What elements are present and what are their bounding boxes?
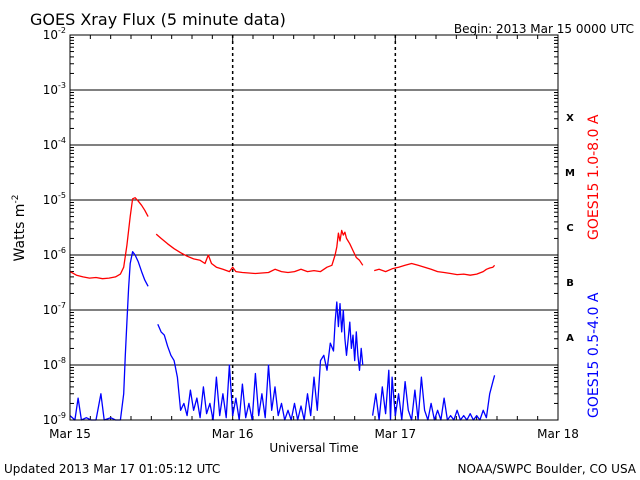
y-tick-base: 10 <box>43 413 58 427</box>
series-2-segment-3 <box>371 369 496 421</box>
x-tick-label: Mar 16 <box>212 427 254 441</box>
y-tick-label: 10-2 <box>43 26 66 42</box>
flare-class-c: C <box>566 223 573 234</box>
y-tick-exponent: -5 <box>58 191 66 200</box>
x-tick-label: Mar 15 <box>49 427 91 441</box>
chart-title: GOES Xray Flux (5 minute data) <box>30 10 286 29</box>
series-1-segment-3 <box>374 262 496 276</box>
y-axis-title-exponent: -2 <box>11 195 21 204</box>
y-tick-base: 10 <box>43 28 58 42</box>
flare-class-b: B <box>566 278 574 289</box>
x-tick-label: Mar 18 <box>537 427 579 441</box>
x-tick-labels: Mar 15 Mar 16 Mar 17 Mar 18 <box>49 427 579 441</box>
y-tick-exponent: -4 <box>58 136 66 145</box>
plot-frame <box>69 34 559 421</box>
flare-class-a: A <box>566 333 574 344</box>
y-tick-exponent: -3 <box>58 81 66 90</box>
credit-text: NOAA/SWPC Boulder, CO USA <box>458 462 637 476</box>
y-tick-label: 10-9 <box>43 411 66 427</box>
y-tick-base: 10 <box>43 303 58 317</box>
legend-series-long: GOES15 1.0-8.0 A <box>586 114 602 240</box>
series-1-segment-2 <box>155 229 364 275</box>
y-tick-label: 10-7 <box>43 301 66 317</box>
series-2-segment-2 <box>157 301 364 421</box>
y-tick-exponent: -9 <box>58 411 66 420</box>
y-axis-title-text: Watts m <box>12 204 28 262</box>
y-tick-label: 10-4 <box>43 136 66 152</box>
legend-series-short: GOES15 0.5-4.0 A <box>586 292 602 418</box>
updated-timestamp: Updated 2013 Mar 17 01:05:12 UTC <box>4 462 220 476</box>
y-tick-exponent: -6 <box>58 246 66 255</box>
y-tick-base: 10 <box>43 358 58 372</box>
flare-class-x: X <box>566 113 574 124</box>
y-axis-title: Watts m-2 <box>11 195 28 262</box>
y-tick-label: 10-5 <box>43 191 66 207</box>
y-tick-base: 10 <box>43 83 58 97</box>
flare-class-labels: A B C M X <box>565 113 575 344</box>
y-tick-exponent: -8 <box>58 356 66 365</box>
y-tick-exponent: -2 <box>58 26 66 35</box>
y-tick-base: 10 <box>43 193 58 207</box>
x-axis-title: Universal Time <box>269 441 358 455</box>
gridlines <box>70 35 558 420</box>
y-tick-base: 10 <box>43 248 58 262</box>
y-tick-label: 10-3 <box>43 81 66 97</box>
begin-label: Begin: 2013 Mar 15 0000 UTC <box>454 22 634 36</box>
flare-class-m: M <box>565 168 575 179</box>
y-tick-base: 10 <box>43 138 58 152</box>
y-tick-label: 10-6 <box>43 246 66 262</box>
x-tick-label: Mar 17 <box>374 427 416 441</box>
y-tick-label: 10-8 <box>43 356 66 372</box>
y-tick-labels: 10-910-810-710-610-510-410-310-2 <box>43 26 66 427</box>
series-1-segment-1 <box>69 197 149 280</box>
y-tick-exponent: -7 <box>58 301 66 310</box>
